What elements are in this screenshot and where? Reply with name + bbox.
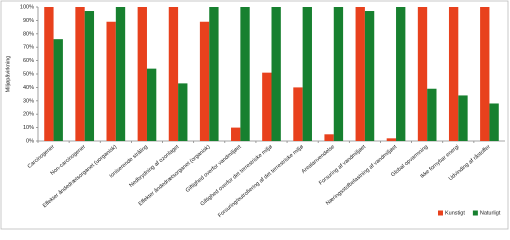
bar	[75, 7, 85, 141]
bar	[396, 7, 406, 141]
chart: Miljøpåvirkning 0% 10% 20% 30% 40% 50% 60% 70% 8…	[0, 0, 509, 230]
bar	[53, 39, 63, 141]
y-axis-label: Miljøpåvirkning	[4, 56, 11, 93]
legend-swatch	[472, 210, 478, 216]
bar	[489, 103, 499, 141]
legend-swatch	[438, 210, 443, 216]
bar	[168, 7, 179, 141]
y-tick-label: 50%	[23, 71, 34, 77]
bar	[115, 7, 126, 141]
y-tick-label: 70%	[23, 45, 34, 51]
bar	[137, 7, 147, 141]
bar	[231, 127, 241, 141]
bar	[84, 11, 95, 141]
bar	[146, 68, 157, 141]
bar	[302, 7, 312, 141]
y-tick-label: 0%	[26, 138, 34, 144]
bar	[209, 7, 219, 141]
bar	[458, 95, 468, 141]
y-tick-label: 30%	[23, 98, 34, 104]
y-tick-label: 90%	[23, 18, 34, 24]
y-tick-label: 100%	[20, 4, 34, 10]
bar	[333, 7, 344, 141]
bar	[178, 83, 188, 141]
bar	[324, 134, 334, 141]
legend-label: Kunstigt	[445, 210, 465, 216]
bar	[427, 88, 437, 141]
bar	[448, 7, 459, 141]
bar	[386, 138, 397, 141]
y-tick-label: 40%	[23, 85, 34, 91]
legend-label: Naturligt	[480, 210, 501, 216]
bar	[262, 72, 272, 141]
y-tick-label: 80%	[23, 31, 34, 37]
bar	[199, 21, 210, 142]
y-tick-label: 20%	[23, 112, 34, 118]
y-tick-label: 60%	[23, 58, 34, 64]
bar	[293, 87, 303, 141]
y-tick-label: 10%	[23, 125, 34, 131]
bar	[364, 11, 375, 141]
bar	[271, 7, 281, 141]
bar	[480, 7, 490, 141]
bar	[44, 7, 54, 141]
bar	[355, 7, 365, 141]
bar	[417, 7, 428, 141]
bar	[106, 21, 116, 142]
bar	[240, 7, 250, 141]
